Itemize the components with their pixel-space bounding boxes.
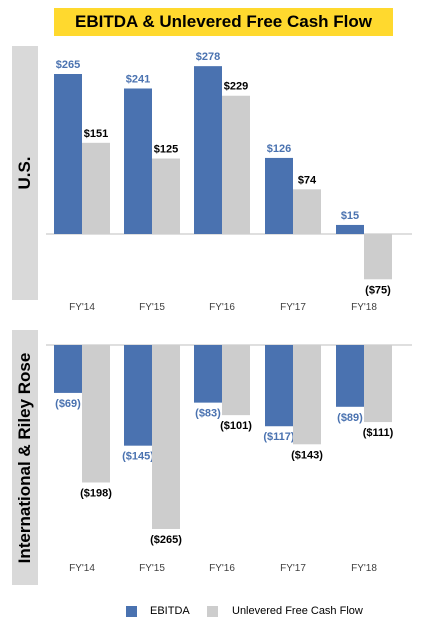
tick-label-1-5: FY'18 [351, 302, 377, 313]
tick-label-1-3: FY'16 [209, 302, 235, 313]
chart-title: EBITDA & Unlevered Free Cash Flow [54, 8, 393, 36]
panel-band-international: International & Riley Rose [12, 330, 38, 585]
data-label-ebitda-1-3: $278 [196, 51, 220, 63]
bar-ebitda-2-4 [265, 345, 293, 427]
legend-swatch-ufcf [207, 606, 218, 617]
tick-label-1-1: FY'14 [69, 302, 95, 313]
bar-ebitda-2-3 [194, 345, 222, 403]
bar-ebitda-1-2 [124, 88, 152, 234]
tick-label-2-5: FY'18 [351, 563, 377, 574]
data-label-ufcf-1-1: $151 [84, 128, 108, 140]
tick-label-2-4: FY'17 [280, 563, 306, 574]
data-label-ebitda-2-5: ($89) [337, 412, 363, 424]
bar-ebitda-2-5 [336, 345, 364, 407]
legend-label-ebitda: EBITDA [150, 605, 190, 617]
legend-label-ufcf: Unlevered Free Cash Flow [232, 605, 363, 617]
data-label-ebitda-1-4: $126 [267, 143, 291, 155]
bar-ufcf-1-3 [222, 95, 250, 235]
bar-ufcf-1-1 [82, 142, 110, 234]
bar-ufcf-1-4 [293, 189, 321, 234]
data-label-ufcf-1-3: $229 [224, 81, 248, 93]
data-label-ebitda-1-2: $241 [126, 73, 150, 85]
bar-ebitda-1-1 [54, 74, 82, 234]
bar-ufcf-2-5 [364, 345, 392, 423]
tick-label-2-3: FY'16 [209, 563, 235, 574]
tick-label-1-2: FY'15 [139, 302, 165, 313]
data-label-ufcf-2-2: ($265) [150, 534, 182, 546]
bar-ufcf-2-1 [82, 345, 110, 483]
bar-ebitda-1-5 [336, 224, 364, 234]
tick-label-1-4: FY'17 [280, 302, 306, 313]
tick-label-2-1: FY'14 [69, 563, 95, 574]
data-label-ufcf-2-5: ($111) [363, 427, 394, 439]
bar-ufcf-2-2 [152, 345, 180, 529]
legend: EBITDA Unlevered Free Cash Flow [0, 600, 441, 624]
bar-ufcf-2-4 [293, 345, 321, 445]
data-label-ufcf-1-2: $125 [154, 144, 178, 156]
data-label-ebitda-2-3: ($83) [195, 408, 221, 420]
data-label-ebitda-1-5: $15 [341, 210, 359, 222]
data-label-ebitda-2-2: ($145) [122, 451, 154, 463]
legend-swatch-ebitda [126, 606, 137, 617]
bar-ebitda-1-3 [194, 66, 222, 234]
data-label-ufcf-2-1: ($198) [80, 487, 112, 499]
data-label-ebitda-2-4: ($117) [263, 431, 295, 443]
bar-ebitda-2-1 [54, 345, 82, 393]
bar-ufcf-1-2 [152, 158, 180, 234]
bar-ebitda-2-2 [124, 345, 152, 446]
data-label-ufcf-2-4: ($143) [291, 449, 323, 461]
data-label-ufcf-2-3: ($101) [220, 420, 252, 432]
bar-ufcf-1-5 [364, 234, 392, 280]
panel-band-us: U.S. [12, 46, 38, 300]
chart-canvas: $265 $151 FY'14 $241 $125 FY'15 $278 $229 FY'16 $… [46, 51, 412, 574]
bar-ufcf-2-3 [222, 345, 250, 416]
data-label-ufcf-1-4: $74 [298, 174, 317, 186]
data-label-ebitda-1-1: $265 [56, 59, 80, 71]
data-label-ufcf-1-5: ($75) [365, 284, 391, 296]
tick-label-2-2: FY'15 [139, 563, 165, 574]
bar-ebitda-1-4 [265, 157, 293, 234]
data-label-ebitda-2-1: ($69) [55, 398, 81, 410]
